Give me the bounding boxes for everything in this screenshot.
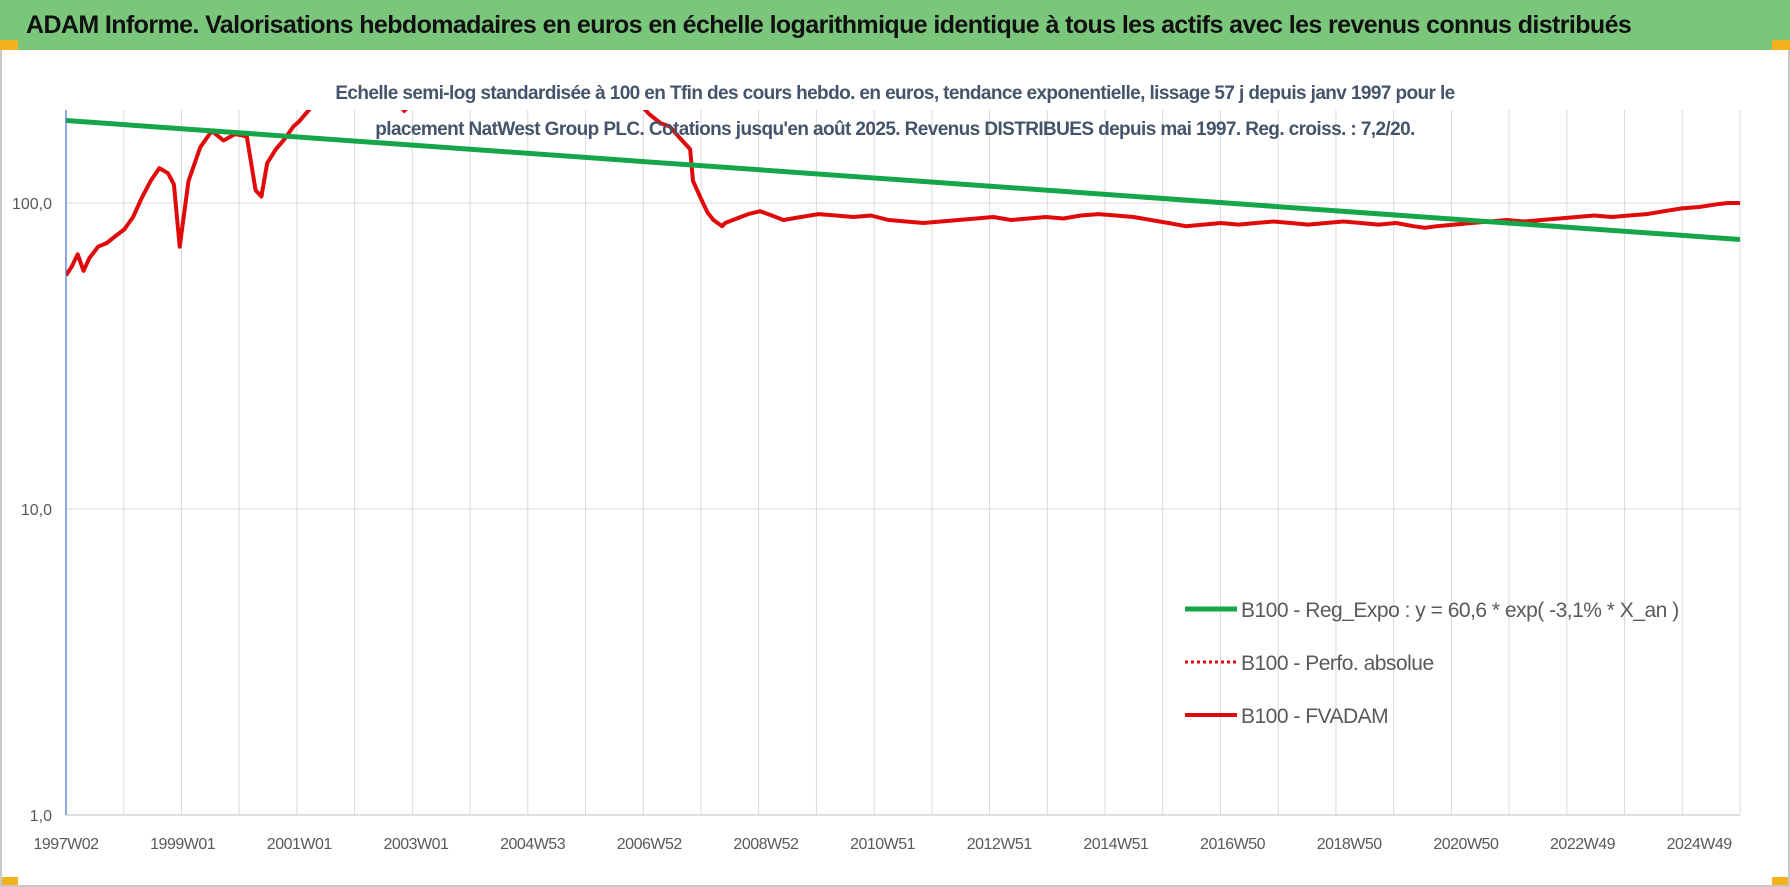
x-tick-label: 2016W50	[1200, 836, 1266, 853]
chart-frame	[0, 50, 1790, 887]
y-tick-label: 1,0	[30, 808, 52, 825]
grid	[66, 110, 1741, 816]
axes: 1,0 10,0 100,0 1997W02 1999W01 2001W01 2003W01…	[12, 110, 1740, 853]
x-tick-label: 1997W02	[34, 836, 100, 853]
title-bar: ADAM Informe. Valorisations hebdomadaire…	[0, 0, 1790, 50]
y-tick-label: 10,0	[21, 502, 52, 519]
fvadam-line-series	[66, 110, 1740, 277]
corner-accent-bottom-right	[1772, 877, 1790, 887]
x-tick-label: 2018W50	[1317, 836, 1383, 853]
x-tick-label: 2024W49	[1667, 836, 1733, 853]
subtitle-line-1: Echelle semi-log standardisée à 100 en T…	[335, 83, 1454, 104]
x-tick-label: 2001W01	[267, 836, 333, 853]
subtitle-line-2: placement NatWest Group PLC. Cotations j…	[375, 119, 1414, 140]
chart-subtitle: Echelle semi-log standardisée à 100 en T…	[335, 83, 1455, 140]
page-title: ADAM Informe. Valorisations hebdomadaire…	[26, 10, 1632, 39]
legend-label: B100 - FVADAM	[1241, 705, 1388, 728]
legend-label: B100 - Reg_Expo : y = 60,6 * exp( -3,1% …	[1241, 599, 1679, 622]
corner-accent-top-right	[1772, 40, 1790, 50]
corner-accent-bottom-left	[0, 877, 18, 887]
y-tick-label: 100,0	[12, 196, 52, 213]
x-tick-label: 2010W51	[850, 836, 916, 853]
x-tick-label: 2020W50	[1433, 836, 1499, 853]
corner-accent-top-left	[0, 40, 18, 50]
x-tick-label: 2006W52	[617, 836, 683, 853]
legend: B100 - Reg_Expo : y = 60,6 * exp( -3,1% …	[1185, 599, 1679, 728]
series	[66, 110, 1740, 277]
legend-label: B100 - Perfo. absolue	[1241, 652, 1434, 675]
x-tick-label: 2012W51	[967, 836, 1033, 853]
x-tick-label: 2004W53	[500, 836, 566, 853]
x-tick-label: 2008W52	[733, 836, 799, 853]
trend-line-series	[66, 118, 1740, 242]
x-tick-label: 2003W01	[383, 836, 449, 853]
x-tick-label: 2014W51	[1083, 836, 1149, 853]
x-tick-label: 1999W01	[150, 836, 216, 853]
x-tick-label: 2022W49	[1550, 836, 1616, 853]
